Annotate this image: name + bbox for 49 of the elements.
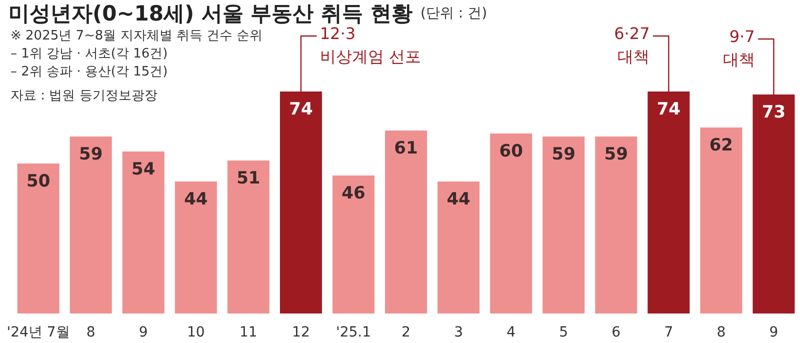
chart-subtitle: (단위 : 건) — [420, 6, 488, 22]
data-label: 59 — [604, 144, 628, 165]
bar — [17, 164, 60, 314]
bar — [174, 182, 217, 314]
x-tick-label: '24년 7월 — [6, 324, 70, 340]
data-label: 59 — [552, 144, 576, 165]
x-tick-label: 3 — [454, 324, 464, 340]
bar — [122, 152, 164, 314]
data-label: 73 — [762, 102, 786, 123]
data-label: 74 — [289, 100, 313, 120]
x-tick-label: 9 — [769, 324, 778, 340]
bar — [332, 176, 374, 314]
data-label: 50 — [26, 172, 50, 192]
data-label: 51 — [236, 168, 260, 189]
x-tick-label: 8 — [716, 324, 726, 340]
x-tick-label: 2 — [402, 324, 410, 340]
annotation: 자료 : 법원 등기정보광장 — [10, 88, 158, 104]
chart-title: 미성년자(0~18세) 서울 부동산 취득 현황 — [8, 2, 412, 26]
data-label: 60 — [499, 142, 524, 162]
data-label: 74 — [656, 100, 681, 120]
bar — [70, 136, 112, 314]
x-tick-label: '25.1 — [336, 324, 372, 340]
text: 9·7 대책 — [722, 27, 755, 69]
x-tick-label: 6 — [612, 324, 621, 340]
bar — [438, 182, 480, 314]
x-tick-label: 5 — [559, 324, 568, 340]
data-label: 59 — [79, 144, 103, 165]
x-tick-label: 7 — [664, 324, 674, 340]
data-label: 62 — [709, 136, 734, 156]
data-label: 46 — [342, 184, 366, 204]
data-label: 44 — [446, 190, 471, 210]
x-tick-label: 12 — [292, 324, 310, 340]
annotation: 6·27 대책 — [614, 24, 650, 66]
bar — [490, 134, 532, 314]
x-tick-label: 11 — [240, 324, 258, 340]
x-tick-label: 9 — [138, 324, 148, 340]
data-label: 61 — [394, 138, 418, 159]
bar — [700, 128, 742, 314]
annotation: 12·3 비상계엄 선포 — [320, 24, 421, 66]
x-tick-label: 8 — [86, 324, 96, 340]
data-label: 44 — [184, 190, 208, 210]
x-tick-label: 10 — [186, 324, 205, 340]
bar — [542, 136, 585, 314]
bar — [227, 160, 270, 314]
data-label: 54 — [132, 160, 156, 180]
x-tick-label: 4 — [506, 324, 516, 340]
bar — [595, 136, 638, 314]
text: ※ 2025년 7~8월 지자체별 취득 건수 순위 – 1위 강남 · 서초(각 16건) – 2위 송파 · 용산(각 15건) — [10, 28, 263, 80]
bar — [385, 130, 428, 314]
